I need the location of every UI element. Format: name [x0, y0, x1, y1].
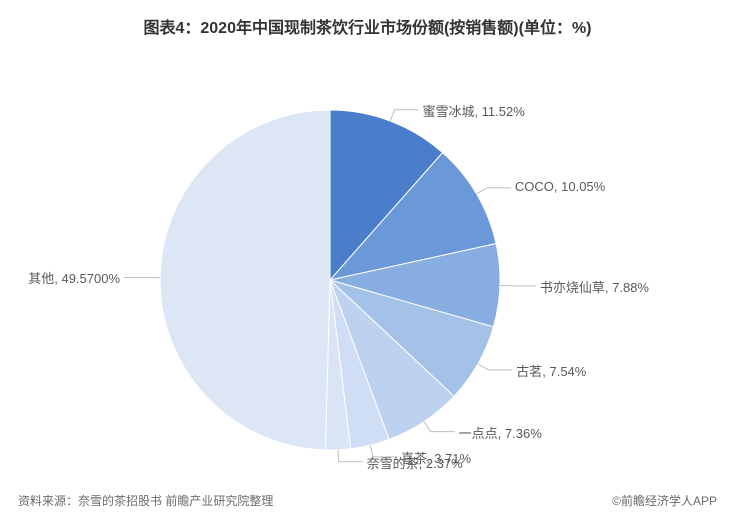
slice-label-6: 奈雪的茶, 2.37% — [367, 453, 463, 472]
source-note: 资料来源：奈雪的茶招股书 前瞻产业研究院整理 — [18, 492, 273, 509]
pie-slice-7 — [160, 110, 330, 450]
slice-label-3: 古茗, 7.54% — [516, 361, 586, 380]
pie-chart — [0, 0, 735, 521]
leader-line-3 — [478, 364, 512, 370]
slice-label-4: 一点点, 7.36% — [459, 423, 542, 442]
slice-label-7: 其他, 49.5700% — [28, 268, 120, 287]
slice-label-2: 书亦烧仙草, 7.88% — [540, 277, 649, 296]
slice-label-0: 蜜雪冰城, 11.52% — [422, 101, 524, 120]
leader-line-4 — [424, 422, 455, 432]
slice-label-1: COCO, 10.05% — [515, 179, 605, 194]
leader-line-6 — [338, 450, 363, 462]
copyright-note: ©前瞻经济学人APP — [612, 492, 717, 509]
leader-line-1 — [477, 188, 511, 194]
leader-line-0 — [390, 110, 418, 121]
